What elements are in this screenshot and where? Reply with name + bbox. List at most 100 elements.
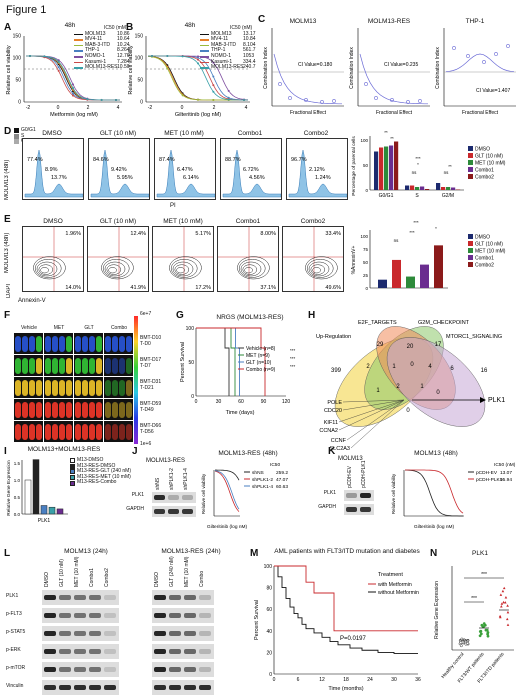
protein-band <box>199 613 211 618</box>
protein-band <box>44 595 56 600</box>
phase-swatch <box>14 139 19 145</box>
density-contour <box>108 267 117 274</box>
legend-ic50: 561.7 <box>243 47 256 54</box>
density-contour <box>244 267 253 274</box>
patient-point <box>478 634 482 638</box>
panel-m-title: AML patients with FLT3/ITD mutation and … <box>274 548 420 555</box>
legend-ic50: 10.50 <box>117 64 130 71</box>
y-tick-label: 0 <box>365 188 368 193</box>
legend-item: MAB-3-ITD 10.24 <box>74 42 130 49</box>
imaging-cell <box>14 333 43 354</box>
x-axis-label: Time (days) <box>226 410 255 416</box>
lane-label: MET (10 mM) <box>184 556 190 587</box>
patient-point <box>502 600 505 604</box>
ci-curve <box>359 53 428 105</box>
mouse-signal <box>96 380 102 396</box>
protein-band <box>346 493 357 498</box>
ci-point <box>452 46 456 50</box>
dose-point <box>166 67 169 70</box>
mouse-signal <box>45 380 51 396</box>
significance-mark: *** <box>290 348 296 353</box>
imaging-col-label: Combo <box>110 325 128 331</box>
panel-j-blot-title: MOLM13-RES <box>146 458 186 464</box>
blot-row <box>42 590 119 605</box>
patient-point <box>504 596 508 599</box>
dose-point <box>212 98 215 101</box>
protein-band <box>74 595 86 600</box>
mouse-signal <box>29 380 35 396</box>
density-contour <box>238 259 266 278</box>
apoptosis-bar <box>406 276 415 288</box>
protein-band <box>169 631 181 636</box>
patient-point <box>466 638 470 642</box>
phase-bar <box>379 147 384 190</box>
protein-band <box>59 613 71 618</box>
patient-point <box>480 623 484 627</box>
flow-plot: 8.00% 37.1% <box>217 226 279 292</box>
legend-swatch <box>70 458 75 464</box>
density-contour <box>104 261 126 277</box>
legend-label: M13-DMSO <box>77 457 104 463</box>
venn-count: 0 <box>406 408 410 414</box>
legend-ic50: 240.7 <box>243 64 256 71</box>
bar-ylabel: %AnnexinV+ <box>351 246 357 275</box>
protein-band <box>59 631 71 636</box>
protein-band <box>199 649 211 654</box>
dose-point <box>86 98 89 101</box>
x-tick-label: 0 <box>181 105 184 111</box>
band-label: PLK1 <box>6 593 19 599</box>
lane-label: Combo2 <box>104 568 110 587</box>
dose-curve <box>405 469 463 517</box>
legend-item: NOMO-1 12.76 <box>74 53 130 60</box>
band-label: p-FLT3 <box>6 611 22 617</box>
legend-name: MOLM13 <box>85 30 106 37</box>
panel-a-ic50-header: IC50 (mM) <box>104 25 128 31</box>
g0g1-pct: 77.4% <box>27 157 43 163</box>
mouse-signal <box>59 358 65 374</box>
phase-bar <box>389 145 394 190</box>
legend-item: M13-RES-Combo <box>70 480 131 486</box>
y-axis-label: Relative cell viability <box>391 473 396 514</box>
venn-count: 6 <box>450 366 454 372</box>
venn-set-label: G2M_CHECKPOINT <box>418 320 470 326</box>
histogram: 84.6%9.42% 5.95% <box>88 138 150 200</box>
bar-legend-swatch <box>468 160 473 165</box>
flow-title: MET (10 mM) <box>163 218 203 225</box>
y-tick-label: 0 <box>365 286 368 291</box>
legend-swatch <box>200 67 209 69</box>
blot-row <box>152 492 196 503</box>
protein-band <box>74 667 86 672</box>
mouse-signal <box>22 380 28 396</box>
mouse-signal <box>89 336 95 352</box>
mouse-signal <box>15 424 21 440</box>
venn-count: 2 <box>396 384 400 390</box>
upper-right-pct: 1.96% <box>65 231 81 237</box>
blot-row <box>344 504 374 515</box>
ci-point <box>374 96 378 100</box>
panel-b-header: 48h <box>184 22 196 29</box>
mouse-signal <box>66 402 72 418</box>
bar-legend-label: Combo2 <box>475 175 494 181</box>
mouse-signal <box>66 380 72 396</box>
mouse-signal <box>36 358 42 374</box>
density-contour <box>310 264 326 275</box>
legend-ic50: 334.4 <box>243 58 256 65</box>
mouse-signal <box>112 424 118 440</box>
panel-h-venn: E2F_TARGETS G2M_CHECKPOINT Up-Regulation MT… <box>316 320 505 452</box>
ci-point <box>390 98 394 102</box>
legend-ic50: 10.64 <box>117 36 130 43</box>
mouse-signal <box>82 358 88 374</box>
significance-mark: ** <box>390 136 394 141</box>
mouse-signal <box>66 424 72 440</box>
x-tick-label: -2 <box>26 105 31 111</box>
blot-row <box>42 680 119 695</box>
legend-label: without Metformin <box>378 590 419 596</box>
panel-l-blots: MOLM13 (24h) MOLM13-RES (24h) PLK1 p-FLT3 p-… <box>6 548 230 698</box>
ci-xlabel: Fractional Effect <box>376 110 413 116</box>
legend-name: Kasumi-1 <box>85 58 107 65</box>
mouse-signal <box>66 336 72 352</box>
phase-legend-item: S <box>14 133 36 140</box>
mouse-signal <box>45 424 51 440</box>
legend-item: MAB-3-ITD 8.104 <box>200 42 256 49</box>
y-axis-label: Relative Gene Expression <box>434 581 440 639</box>
